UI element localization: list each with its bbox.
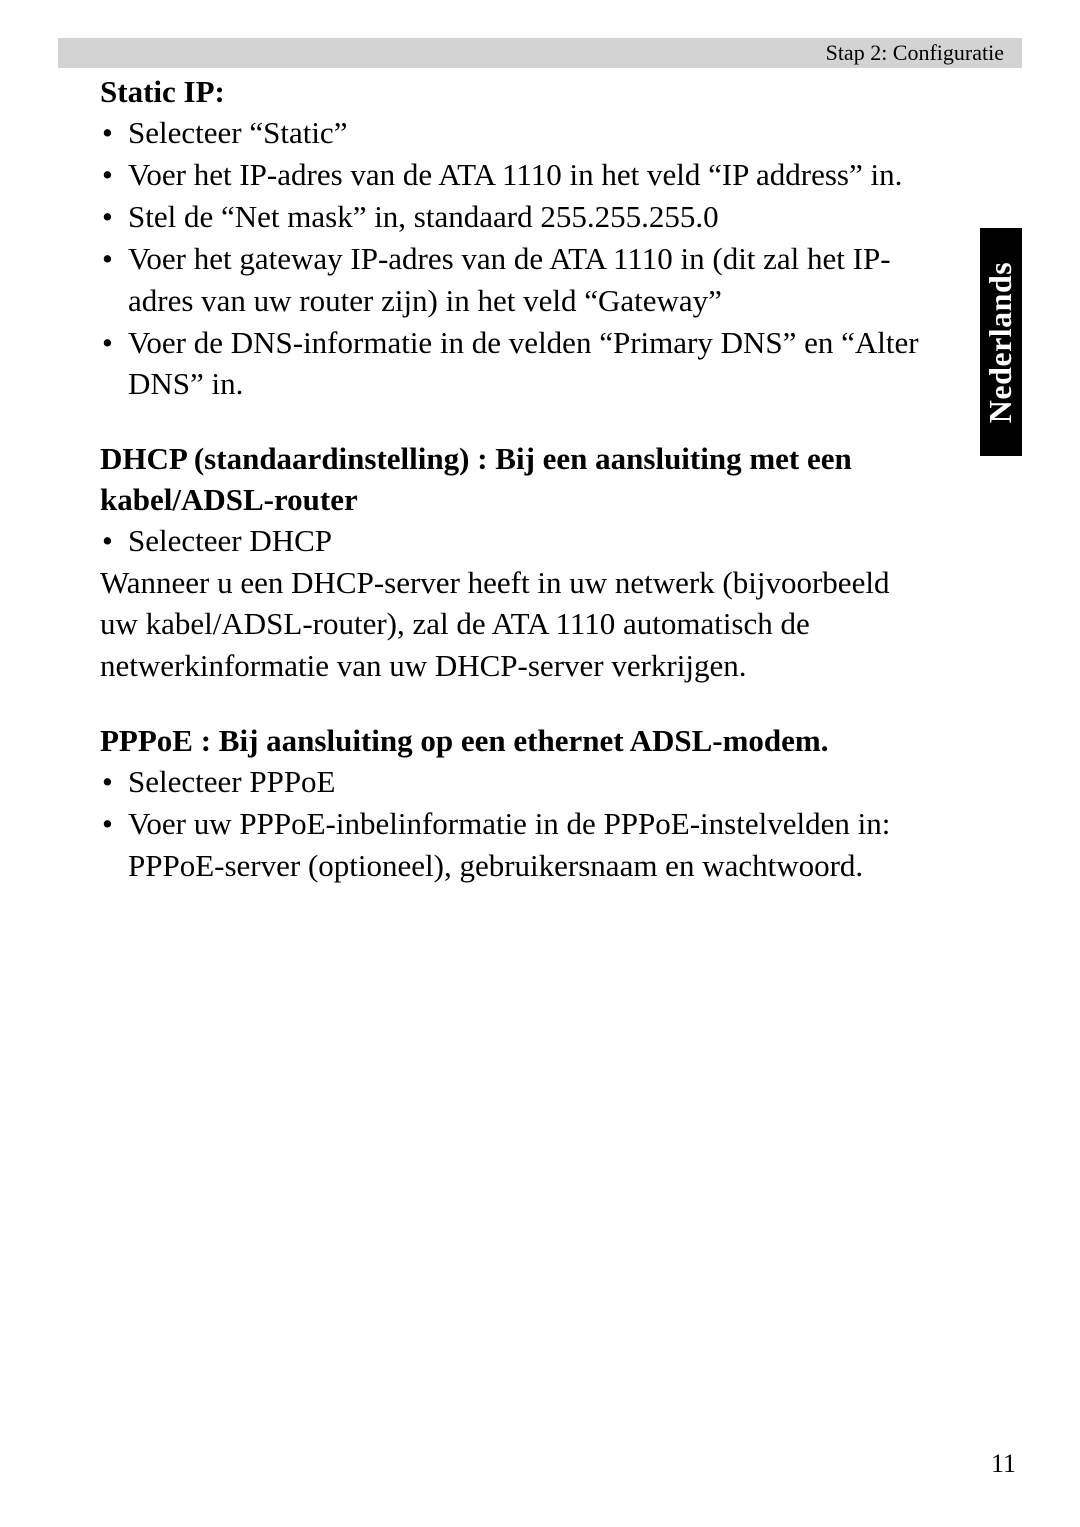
page-number: 11 bbox=[991, 1449, 1016, 1479]
list-item: Voer de DNS-informatie in de velden “Pri… bbox=[100, 322, 930, 406]
header-bar: Stap 2: Configuratie bbox=[58, 38, 1022, 68]
section-title-static-ip: Static IP: bbox=[100, 72, 930, 112]
list-item: Voer het IP-adres van de ATA 1110 in het… bbox=[100, 154, 930, 196]
section-title-dhcp: DHCP (standaardinstelling) : Bij een aan… bbox=[100, 439, 930, 520]
dhcp-paragraph: Wanneer u een DHCP-server heeft in uw ne… bbox=[100, 562, 930, 688]
breadcrumb: Stap 2: Configuratie bbox=[826, 40, 1004, 66]
page-content: Static IP: Selecteer “Static” Voer het I… bbox=[100, 72, 930, 887]
dhcp-list: Selecteer DHCP bbox=[100, 520, 930, 562]
list-item: Voer het gateway IP-adres van de ATA 111… bbox=[100, 238, 930, 322]
section-title-pppoe: PPPoE : Bij aansluiting op een ethernet … bbox=[100, 721, 930, 761]
language-tab: Nederlands bbox=[980, 228, 1022, 456]
pppoe-list: Selecteer PPPoE Voer uw PPPoE-inbelinfor… bbox=[100, 761, 930, 887]
static-ip-list: Selecteer “Static” Voer het IP-adres van… bbox=[100, 112, 930, 405]
language-tab-label: Nederlands bbox=[983, 261, 1020, 422]
list-item: Voer uw PPPoE-inbelinformatie in de PPPo… bbox=[100, 803, 930, 887]
list-item: Selecteer “Static” bbox=[100, 112, 930, 154]
list-item: Stel de “Net mask” in, standaard 255.255… bbox=[100, 196, 930, 238]
list-item: Selecteer DHCP bbox=[100, 520, 930, 562]
list-item: Selecteer PPPoE bbox=[100, 761, 930, 803]
